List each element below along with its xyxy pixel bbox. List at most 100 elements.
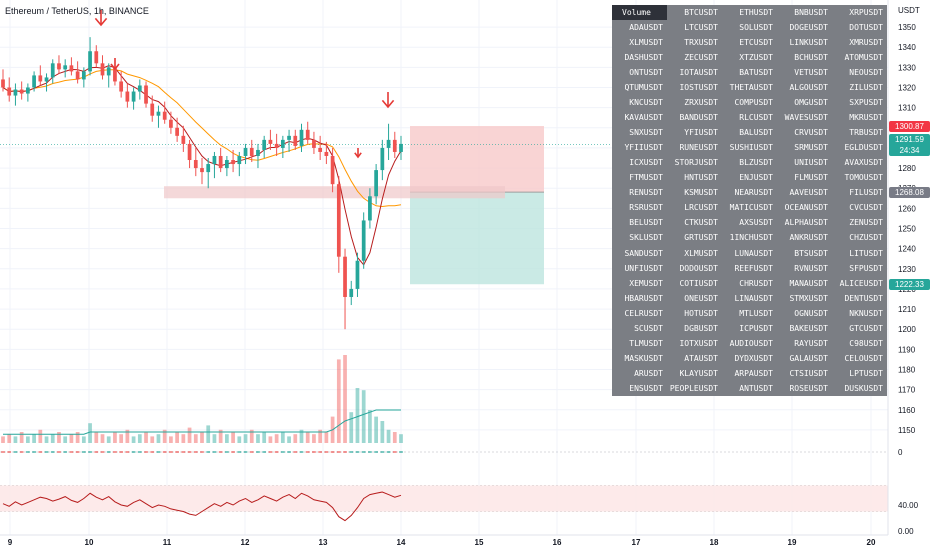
volume-bar xyxy=(249,429,254,443)
volume-bar xyxy=(32,434,36,443)
symbol-cell: COMPUSDT xyxy=(734,98,773,108)
candle-body xyxy=(1,79,5,88)
osc-bar xyxy=(162,451,167,453)
take-profit-zone xyxy=(410,192,544,285)
volume-bar xyxy=(113,432,117,443)
volume-bar xyxy=(1,436,5,443)
y-tick-label: 1200 xyxy=(898,325,916,334)
candle-body xyxy=(305,129,310,140)
osc-bar xyxy=(137,451,142,453)
candle-body xyxy=(318,147,323,152)
symbol-cell: ENSUSDT xyxy=(629,383,663,393)
symbol-cell: BCHUSDT xyxy=(794,53,828,63)
candle-body xyxy=(399,143,403,152)
osc-bar xyxy=(237,451,242,453)
candle-body xyxy=(212,155,217,165)
volume-bar xyxy=(206,425,211,443)
rsi-pane xyxy=(0,485,888,522)
symbol-cell: AUDIOUSDT xyxy=(729,338,773,348)
candle-body xyxy=(206,164,211,173)
y-tick-label: 1250 xyxy=(898,225,916,234)
symbol-cell: LITUSDT xyxy=(849,248,883,258)
osc-bar xyxy=(336,451,341,453)
symbol-cell: ALPHAUSDT xyxy=(784,218,828,228)
y-tick-label: 1180 xyxy=(898,366,916,375)
y-tick-label: 1340 xyxy=(898,43,916,52)
symbol-cell: MANAUSDT xyxy=(789,278,828,288)
price-tag-stop: 1300.87 xyxy=(889,120,930,132)
symbol-cell: RENUSDT xyxy=(629,188,663,198)
candle-body xyxy=(200,168,204,173)
volume-bar xyxy=(63,436,68,443)
osc-bar xyxy=(380,451,385,453)
volume-bar xyxy=(274,434,279,443)
volume-bar xyxy=(312,434,316,443)
osc-bar xyxy=(187,451,192,453)
candle-body xyxy=(380,147,385,171)
symbol-cell: BNBUSDT xyxy=(794,8,828,17)
x-tick-label: 18 xyxy=(710,538,719,547)
symbol-cell: QTUMUSDT xyxy=(624,83,663,93)
symbol-cell: SCUSDT xyxy=(634,323,663,333)
ma-slow-line xyxy=(2,69,402,208)
symbol-cell: FILUSDT xyxy=(849,188,883,198)
candle-body xyxy=(324,151,329,156)
candle-body xyxy=(355,260,360,289)
candle-body xyxy=(137,85,142,92)
volume-bar xyxy=(200,432,204,443)
symbol-cell: ONTUSDT xyxy=(629,68,663,78)
symbol-cell: ATAUSDT xyxy=(684,353,718,363)
price-tag-entry: 1268.08 xyxy=(889,186,930,198)
symbol-cell: ANKRUSDT xyxy=(789,233,828,243)
symbol-cell: COTIUSDT xyxy=(679,278,718,288)
candle-body xyxy=(113,67,117,82)
osc-bar xyxy=(1,451,5,453)
candle-body xyxy=(13,89,18,96)
volume-bar xyxy=(100,434,105,443)
symbol-cell: ATOMUSDT xyxy=(844,53,883,63)
y-tick-label: 1170 xyxy=(898,386,916,395)
symbol-cell: CHZUSDT xyxy=(849,233,883,243)
osc-bar xyxy=(243,451,248,453)
x-tick-label: 16 xyxy=(553,538,562,547)
candle-body xyxy=(312,139,316,148)
osc-bar xyxy=(13,451,18,453)
symbol-cell: DOTUSDT xyxy=(849,23,883,33)
osc-bar xyxy=(100,451,105,453)
volume-bar xyxy=(399,434,403,443)
candle-body xyxy=(119,81,124,92)
symbol-cell: LPTUSDT xyxy=(849,368,883,378)
symbol-cell: ZENUSDT xyxy=(849,218,883,228)
volume-bar xyxy=(119,434,124,443)
volume-bar xyxy=(355,388,360,443)
osc-bar xyxy=(175,451,179,453)
symbol-cell: XRPUSDT xyxy=(849,8,883,17)
symbol-cell: FTMUSDT xyxy=(629,173,663,183)
x-tick-label: 9 xyxy=(8,538,13,547)
osc-bar xyxy=(305,451,310,453)
osc-bar xyxy=(312,451,316,453)
candle-body xyxy=(280,139,285,148)
osc-bar xyxy=(368,451,372,453)
y-tick-label: 1240 xyxy=(898,245,916,254)
volume-bar xyxy=(144,432,148,443)
chart-title: Ethereum / TetherUS, 1h, BINANCE xyxy=(5,6,149,16)
symbol-cell: ARUSDT xyxy=(634,368,663,378)
candle-body xyxy=(336,184,341,257)
symbol-cell: KLAYUSDT xyxy=(679,368,718,378)
x-tick-label: 15 xyxy=(475,538,484,547)
symbol-cell: SXPUSDT xyxy=(849,98,883,108)
symbol-cell: DOGEUSDT xyxy=(789,23,828,33)
osc-bar xyxy=(206,451,211,453)
symbol-cell: SKLUSDT xyxy=(629,233,663,243)
symbol-cell: ENJUSDT xyxy=(739,173,773,183)
volume-bar xyxy=(169,436,173,443)
symbol-cell: MTLUSDT xyxy=(739,308,773,318)
symbol-cell: 1INCHUSDT xyxy=(729,233,773,243)
osc-bar xyxy=(225,451,229,453)
osc-bar xyxy=(330,451,335,453)
osc-bar xyxy=(361,451,366,453)
symbol-cell: AAVEUSDT xyxy=(789,188,828,198)
symbol-cell: TRBUSDT xyxy=(849,128,883,138)
